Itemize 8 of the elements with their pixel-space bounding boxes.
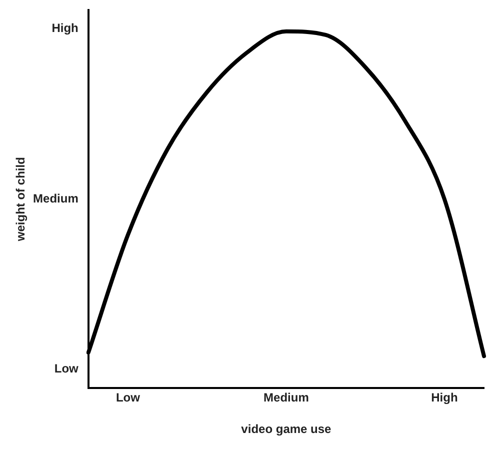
text: Medium: [33, 191, 78, 206]
text: Low: [54, 362, 80, 376]
x-tick-label: Low: [116, 390, 141, 405]
x-tick-label: High: [431, 390, 458, 405]
y-axis-title: weight of child: [14, 157, 28, 242]
text: High: [52, 21, 78, 36]
x-axis-title: video game use: [241, 422, 332, 436]
x-tick-label: Medium: [264, 390, 309, 405]
